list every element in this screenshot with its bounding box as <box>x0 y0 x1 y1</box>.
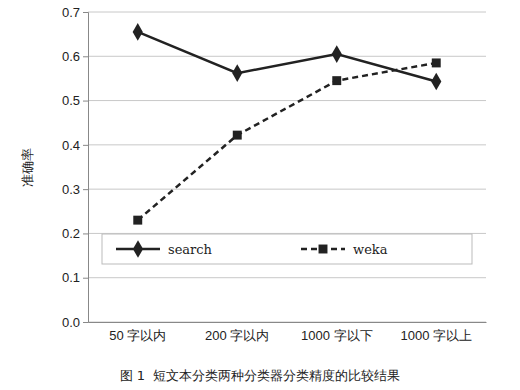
y-tick-mark <box>83 189 88 190</box>
series-marker <box>432 58 441 67</box>
y-tick: 0.5 <box>62 93 88 108</box>
title: 图 1 短文本分类两种分类器分类精度的比较结果 <box>120 368 401 383</box>
marks <box>133 23 442 225</box>
x-tick-label: 1000 字以上 <box>400 328 472 343</box>
x-tick: 1000 字以上 <box>400 322 472 343</box>
y-tick-mark <box>83 12 88 13</box>
y-axis-title: 准确率 <box>20 148 35 187</box>
grid-line <box>88 277 486 278</box>
y-tick-label: 0.4 <box>62 138 80 153</box>
legend-label: search <box>168 242 213 257</box>
x-axis-line <box>89 322 487 323</box>
y-axis: 0.0 0.1 0.2 0.3 0.4 0.5 0.6 0.7 <box>62 5 89 330</box>
series-marker <box>332 45 342 63</box>
grid-line <box>88 56 486 57</box>
series-marker <box>133 216 142 225</box>
legend-marker <box>133 240 143 258</box>
y-tick: 0.1 <box>62 270 88 285</box>
legend: search weka <box>102 234 472 264</box>
series-marker <box>233 131 242 140</box>
y-tick: 0.0 <box>62 315 88 330</box>
grid-line <box>88 189 486 190</box>
grid <box>88 12 486 322</box>
legend-item: search <box>116 240 213 258</box>
y-tick-label: 0.2 <box>62 226 80 241</box>
series-line <box>138 63 437 220</box>
grid-line <box>88 12 486 13</box>
series-marker <box>431 73 441 91</box>
y-tick: 0.7 <box>62 5 88 20</box>
y-tick-mark <box>83 145 88 146</box>
legend-box <box>102 234 472 264</box>
legend-label: weka <box>353 242 388 257</box>
grid-line <box>88 100 486 101</box>
y-tick-label: 0.1 <box>62 270 80 285</box>
plot-area: 0.0 0.1 0.2 0.3 0.4 0.5 0.6 0.7 50 字以内 200 字以内 100… <box>62 5 487 344</box>
series-marker <box>133 23 143 41</box>
x-tick: 50 字以内 <box>109 322 166 343</box>
grid-line <box>88 144 486 145</box>
legend-item: weka <box>301 242 388 257</box>
x-tick-label: 50 字以内 <box>109 328 166 343</box>
legend-marker <box>319 245 328 254</box>
series-line <box>138 32 437 82</box>
y-tick-label: 0.6 <box>62 49 80 64</box>
y-tick-mark <box>83 322 88 323</box>
series-marker <box>332 76 341 85</box>
y-tick-mark <box>83 101 88 102</box>
y-tick: 0.4 <box>62 138 88 153</box>
y-tick-mark <box>83 278 88 279</box>
y-tick-label: 0.0 <box>62 315 80 330</box>
x-tick-label: 200 字以内 <box>205 328 269 343</box>
chart: 0.0 0.1 0.2 0.3 0.4 0.5 0.6 0.7 50 字以内 200 字以内 100… <box>0 0 520 390</box>
y-tick-mark <box>83 56 88 57</box>
x-tick: 1000 字以下 <box>301 322 373 343</box>
y-tick: 0.6 <box>62 49 88 64</box>
y-tick: 0.3 <box>62 182 88 197</box>
x-axis: 50 字以内 200 字以内 1000 字以下 1000 字以上 <box>89 322 487 343</box>
x-tick-label: 1000 字以下 <box>301 328 373 343</box>
series-marker <box>232 64 242 82</box>
y-tick-mark <box>83 233 88 234</box>
y-tick: 0.2 <box>62 226 88 241</box>
y-tick-label: 0.7 <box>62 5 80 20</box>
y-tick-label: 0.5 <box>62 93 80 108</box>
grid-line <box>88 322 486 323</box>
y-axis-line <box>83 13 89 323</box>
y-tick-label: 0.3 <box>62 182 80 197</box>
x-tick: 200 字以内 <box>205 322 269 343</box>
